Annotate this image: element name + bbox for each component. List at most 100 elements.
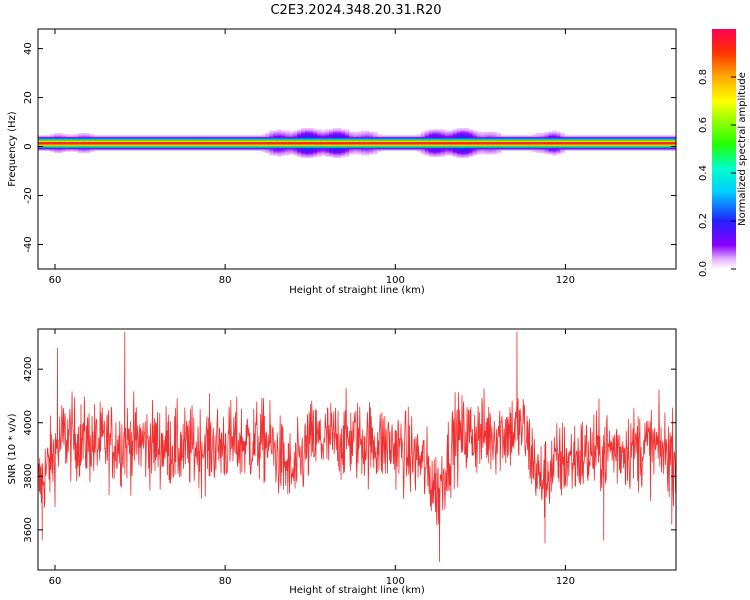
spectrogram-cell [480, 133, 486, 135]
spectrogram-cell [436, 142, 442, 145]
spectrogram-cell [329, 141, 334, 144]
spectrogram-cell [225, 139, 230, 141]
spectrogram-cell [420, 134, 426, 136]
spectrogram-cell [548, 131, 553, 134]
spectrogram-cell [289, 151, 294, 154]
spectrogram-cell [301, 147, 306, 150]
spectrogram-cell [400, 144, 406, 146]
spectrogram-cell [364, 150, 370, 152]
spectrogram-cell [624, 141, 629, 144]
spectrogram-cell [281, 151, 286, 154]
spectrogram-cell [129, 149, 135, 151]
spectrogram-cell [161, 140, 167, 143]
spectrogram-cell [472, 152, 478, 155]
spectrogram-cell [145, 140, 151, 143]
spectrogram-cell [189, 145, 195, 147]
spectrogram-cell [341, 150, 346, 152]
spectrogram-cell [305, 133, 310, 135]
spectrogram-cell [464, 137, 470, 140]
spectrogram-cell [241, 142, 246, 145]
spectrogram-cell [540, 147, 546, 150]
spectrogram-cell [93, 144, 99, 146]
spectrogram-cell [301, 153, 306, 156]
spectrogram-cell [480, 136, 486, 139]
spectrogram-cell [476, 144, 482, 146]
spectrogram-cell [612, 149, 617, 151]
spectrogram-cell [241, 149, 246, 151]
spectrogram-cell [492, 134, 498, 136]
spectrogram-cell [245, 139, 250, 141]
spectrogram-cell [368, 149, 374, 151]
spectrogram-cell [648, 137, 653, 140]
spectrogram-cell [584, 140, 589, 143]
spectrogram-cell [269, 147, 274, 150]
spectrogram-cell [360, 131, 366, 134]
spectrogram-cell [516, 144, 522, 146]
spectrogram-cell [664, 149, 669, 151]
spectrogram-cell [333, 129, 338, 132]
spectrogram-cell [468, 129, 474, 132]
spectrogram-cell [464, 150, 470, 152]
spectrogram-cell [337, 141, 342, 144]
spectrogram-cell [313, 147, 318, 150]
spectrogram-cell [345, 151, 350, 154]
spectrogram-cell [177, 142, 183, 145]
spectrogram-cell [384, 136, 390, 139]
spectrogram-cell [153, 140, 159, 143]
spectrogram-cell [349, 145, 354, 147]
spectrogram-cell [129, 136, 135, 139]
spectrogram-cell [73, 149, 79, 151]
spectrogram-cell [185, 141, 191, 144]
spectrogram-cell [329, 151, 334, 154]
spectrogram-cell [572, 140, 577, 143]
spectrogram-cell [81, 136, 87, 139]
spectrogram-cell [305, 137, 310, 140]
spectrogram-cell [504, 137, 510, 140]
spectrogram-cell [644, 137, 649, 140]
spectrogram-cell [452, 141, 458, 144]
spectrogram-cell [277, 155, 282, 157]
spectrogram-cell [65, 134, 71, 136]
spectrogram-cell [93, 137, 99, 140]
spectrogram-cell [317, 137, 322, 140]
spectrogram-cell [317, 146, 322, 149]
spectrogram-cell [580, 142, 585, 145]
spectrogram-cell [297, 155, 302, 157]
spectrogram-cell [432, 151, 438, 154]
spectrogram-cell [313, 137, 318, 140]
spectrogram-cell [41, 137, 47, 140]
spectrogram-cell [504, 147, 510, 150]
spectrogram-cell [81, 150, 87, 152]
colorbar-tick-label: 0.6 [698, 117, 709, 133]
spectrogram-cell [305, 150, 310, 152]
spectrogram-cell [372, 146, 378, 149]
spectrogram-cell [632, 144, 637, 146]
colorbar-axes: 0.00.20.40.60.8 [698, 69, 736, 277]
spectrogram-cell [189, 146, 195, 149]
spectrogram-cell [364, 139, 370, 141]
spectrogram-cell [309, 130, 314, 133]
spectrogram-cell [464, 133, 470, 135]
spectrogram-cell [452, 136, 458, 139]
spectrogram-cell [672, 135, 676, 138]
spectrogram-cell [452, 152, 458, 155]
spectrogram-cell [560, 151, 565, 154]
spectrogram-cell [412, 136, 418, 139]
spectrogram-cell [568, 141, 573, 144]
spectrogram-cell [436, 153, 442, 156]
spectrogram-cell [289, 141, 294, 144]
spectrogram-cell [376, 144, 382, 146]
spectrogram-cell [317, 150, 322, 152]
spectrogram-cell [357, 146, 362, 149]
spectrogram-cell [213, 141, 219, 144]
spectrogram-cell [353, 146, 358, 149]
spectrogram-cell [548, 146, 553, 149]
spectrogram-cell [500, 146, 506, 149]
spectrogram-cell [333, 153, 338, 156]
spectrogram-cell [616, 145, 621, 147]
spectrogram-cell [464, 155, 470, 157]
spectrogram-cell [269, 130, 274, 133]
spectrogram-cell [45, 140, 51, 143]
spectrogram-cell [321, 146, 326, 149]
spectrogram-cell [249, 146, 254, 149]
